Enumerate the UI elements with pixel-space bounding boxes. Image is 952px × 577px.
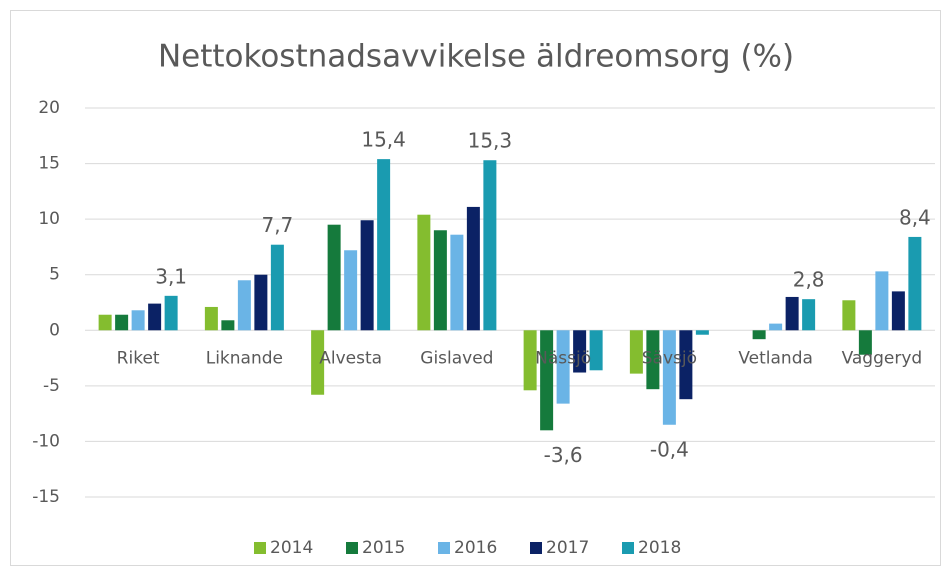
legend-label: 2018	[638, 538, 681, 558]
data-label: 15,3	[468, 129, 513, 153]
y-tick-label: -10	[32, 431, 60, 451]
bar	[802, 299, 816, 331]
data-label: -3,6	[544, 443, 583, 467]
bar	[115, 314, 129, 331]
bar	[875, 271, 889, 331]
bar	[908, 236, 922, 331]
x-tick-label: Vaggeryd	[842, 348, 923, 368]
legend-swatch	[530, 542, 542, 554]
bar	[164, 295, 178, 331]
legend-label: 2016	[454, 538, 497, 558]
legend-label: 2015	[362, 538, 405, 558]
bar	[237, 280, 251, 331]
bar	[540, 330, 554, 431]
x-tick-label: Vetlanda	[738, 348, 813, 368]
bar	[221, 320, 235, 331]
bar	[204, 306, 218, 331]
legend-label: 2017	[546, 538, 589, 558]
y-tick-label: 20	[38, 98, 60, 118]
x-tick-label: Sävsjö	[642, 348, 697, 368]
legend-swatch	[346, 542, 358, 554]
bar	[556, 330, 570, 404]
bar	[433, 230, 447, 331]
legend-swatch	[622, 542, 634, 554]
bar	[270, 244, 284, 331]
legend-swatch	[254, 542, 266, 554]
bar	[646, 330, 660, 390]
bar	[785, 296, 799, 331]
x-tick-label: Alvesta	[319, 348, 382, 368]
y-tick-label: 15	[38, 154, 60, 174]
data-label: -0,4	[650, 437, 689, 461]
bar	[148, 303, 162, 331]
bar	[254, 274, 268, 331]
y-tick-label: -15	[32, 487, 60, 507]
data-label: 3,1	[155, 264, 187, 288]
bar	[573, 330, 587, 373]
bar	[131, 310, 145, 331]
bar	[769, 323, 783, 331]
bar	[662, 330, 676, 425]
x-tick-label: Liknande	[206, 348, 283, 368]
y-tick-label: -5	[43, 376, 60, 396]
bar	[344, 250, 358, 331]
x-tick-label: Nässjö	[535, 348, 591, 368]
bar	[377, 159, 391, 331]
data-label: 7,7	[261, 213, 293, 237]
bar	[466, 206, 480, 331]
x-tick-label: Riket	[117, 348, 160, 368]
bar	[327, 224, 341, 331]
y-tick-label: 0	[49, 320, 60, 340]
bar	[858, 330, 872, 355]
bar	[752, 330, 766, 340]
bar	[450, 234, 464, 331]
bar	[842, 300, 856, 331]
y-tick-label: 10	[38, 209, 60, 229]
data-label: 15,4	[361, 128, 406, 152]
bar	[98, 314, 112, 331]
chart-title: Nettokostnadsavvikelse äldreomsorg (%)	[158, 39, 794, 75]
y-tick-label: 5	[49, 265, 60, 285]
bar	[311, 330, 325, 395]
legend-label: 2014	[270, 538, 313, 558]
legend-swatch	[438, 542, 450, 554]
bar	[417, 214, 431, 331]
bar	[679, 330, 693, 400]
bar	[523, 330, 537, 391]
bar	[360, 220, 374, 331]
bar	[589, 330, 603, 371]
x-tick-label: Gislaved	[420, 348, 493, 368]
data-label: 8,4	[899, 205, 931, 229]
bar	[891, 291, 905, 331]
bar	[483, 160, 497, 331]
bar	[695, 330, 709, 335]
bar	[629, 330, 643, 374]
data-label: 2,8	[793, 268, 825, 292]
